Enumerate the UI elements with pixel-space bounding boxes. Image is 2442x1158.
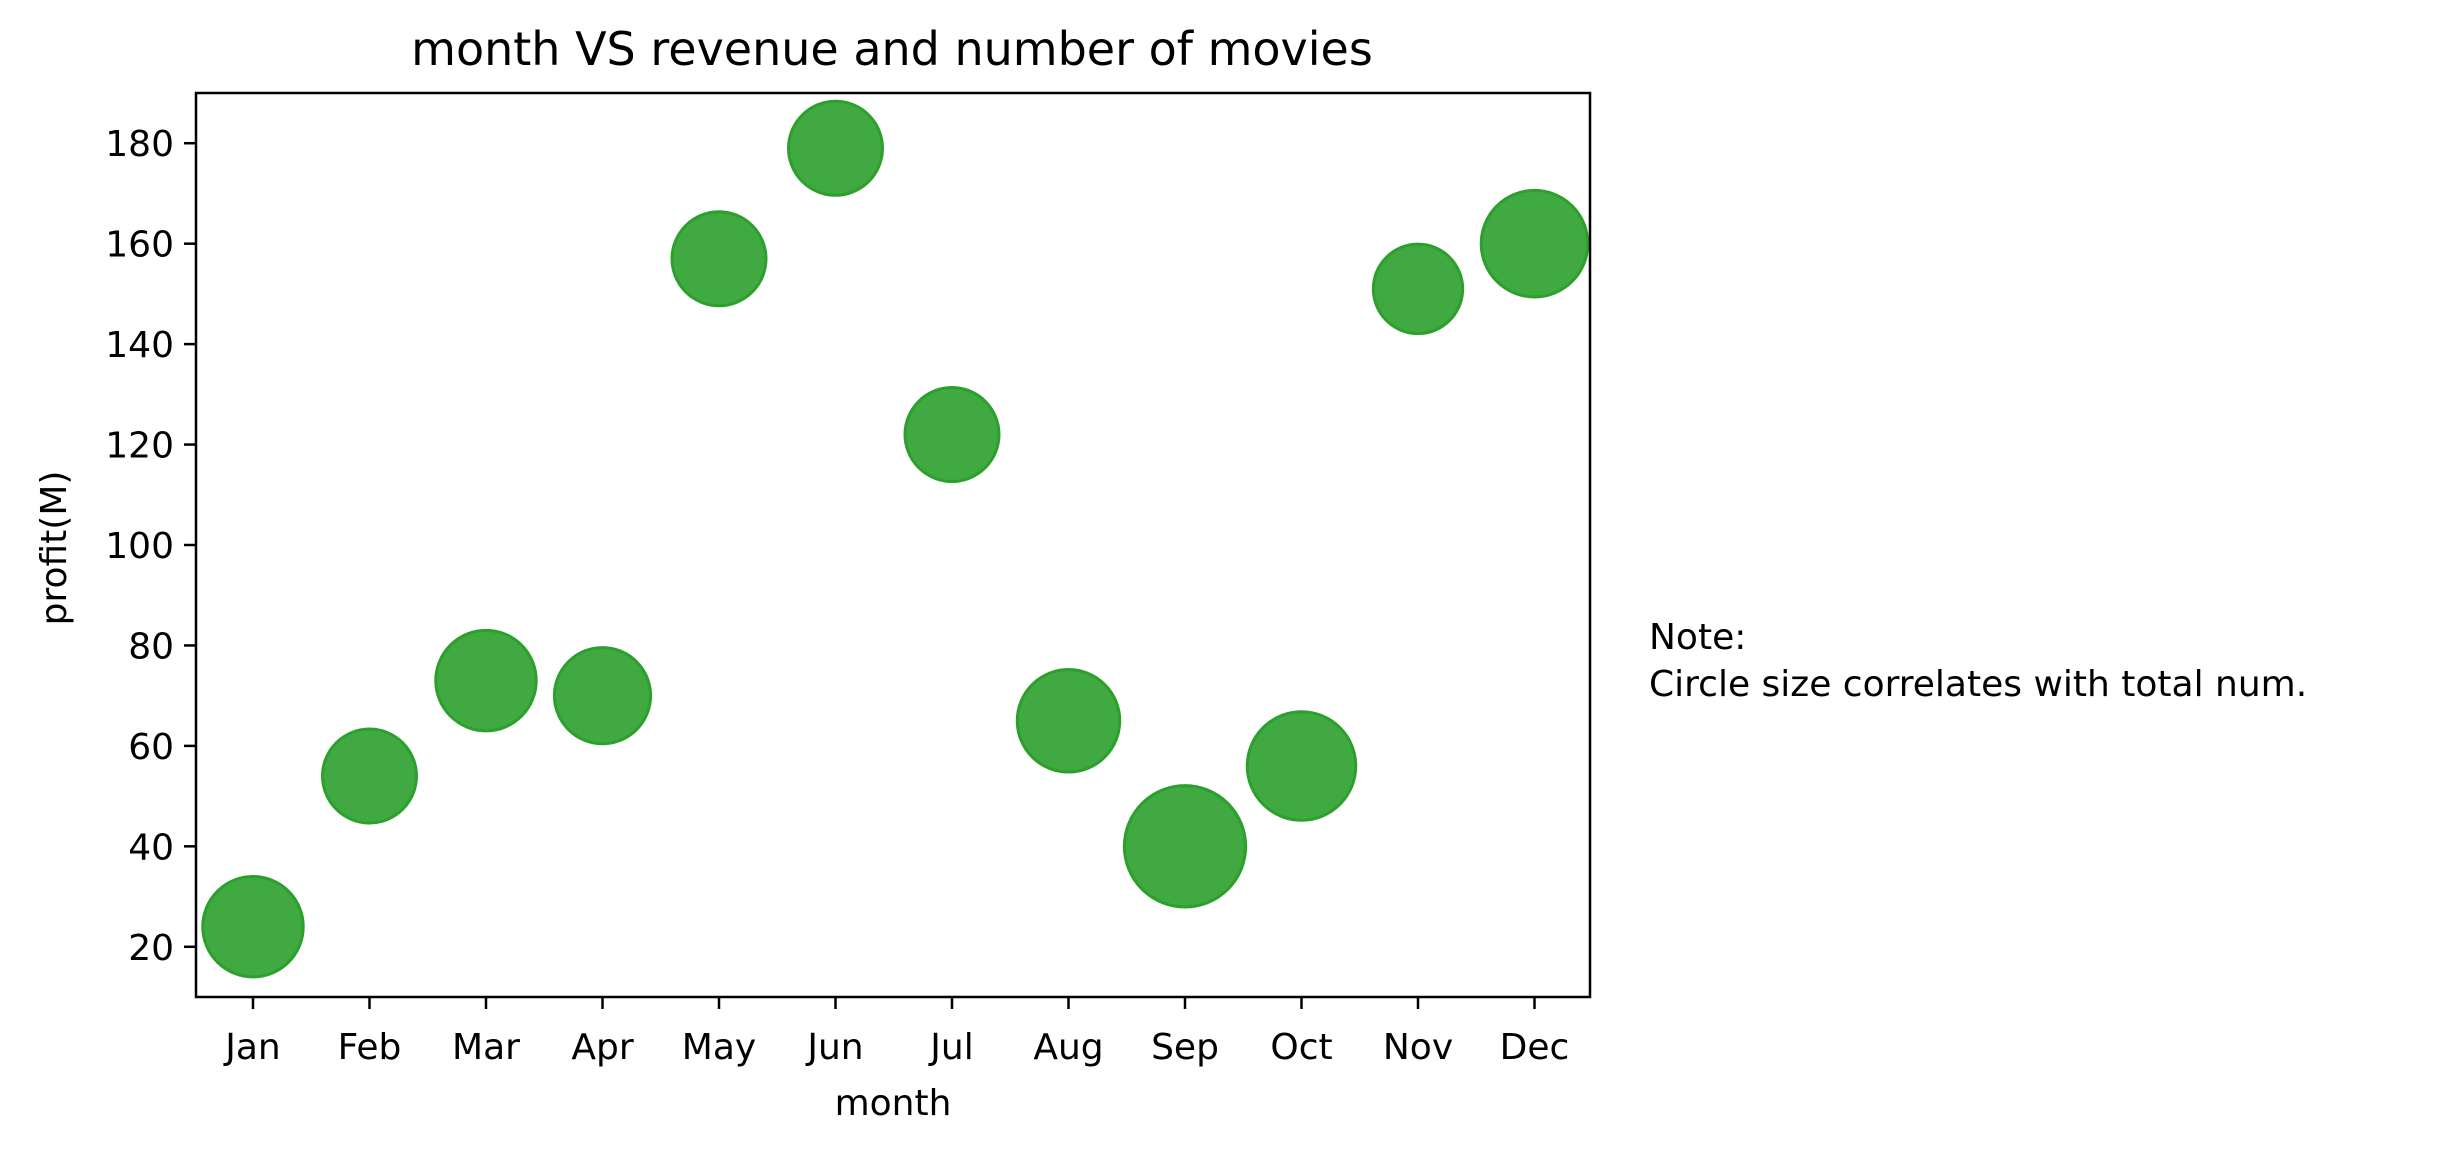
bubble-jul <box>903 386 1001 483</box>
x-tick-label-may: May <box>682 1027 756 1068</box>
chart-title: month VS revenue and number of movies <box>411 22 1373 76</box>
y-tick-label: 120 <box>105 426 174 467</box>
bubble-nov <box>1371 242 1465 336</box>
y-tick-label: 180 <box>105 124 174 165</box>
bubble-jun <box>787 99 884 197</box>
note-title: Note: <box>1649 617 1746 658</box>
x-tick-label-nov: Nov <box>1383 1027 1453 1068</box>
x-tick-label-jan: Jan <box>223 1027 281 1068</box>
y-axis: 20 40 60 80 100 120 140 160 180 <box>105 124 196 969</box>
bubble-feb <box>321 727 418 825</box>
bubble-oct <box>1245 710 1358 822</box>
bubble-aug <box>1015 668 1122 774</box>
x-tick-label-sep: Sep <box>1151 1027 1219 1068</box>
y-tick-label: 140 <box>105 325 174 366</box>
bubble-sep <box>1122 784 1248 909</box>
note-text: Circle size correlates with total num. <box>1649 664 2307 705</box>
y-tick-label: 100 <box>105 526 174 567</box>
x-tick-label-jul: Jul <box>928 1027 973 1068</box>
y-tick-label: 80 <box>128 626 174 667</box>
bubble-jan <box>201 874 305 979</box>
x-tick-label-apr: Apr <box>571 1027 633 1068</box>
x-tick-label-jun: Jun <box>805 1027 863 1068</box>
y-tick-label: 160 <box>105 225 174 266</box>
x-tick-label-mar: Mar <box>452 1027 520 1068</box>
x-tick-label-feb: Feb <box>338 1027 402 1068</box>
x-tick-label-dec: Dec <box>1500 1027 1570 1068</box>
y-tick-label: 20 <box>128 928 174 969</box>
bubble-mar <box>434 628 538 733</box>
x-axis: Jan Feb Mar Apr May Jun Jul Aug Sep Oct Nov Dec <box>223 997 1569 1068</box>
x-tick-label-oct: Oct <box>1270 1027 1332 1068</box>
x-tick-label-aug: Aug <box>1033 1027 1103 1068</box>
bubble-layer <box>201 99 1590 979</box>
y-axis-label: profit(M) <box>34 471 75 626</box>
x-axis-label: month <box>835 1083 952 1124</box>
y-tick-label: 40 <box>128 827 174 868</box>
y-tick-label: 60 <box>128 727 174 768</box>
bubble-dec <box>1479 188 1590 299</box>
bubble-may <box>670 210 768 308</box>
bubble-apr <box>552 646 653 746</box>
